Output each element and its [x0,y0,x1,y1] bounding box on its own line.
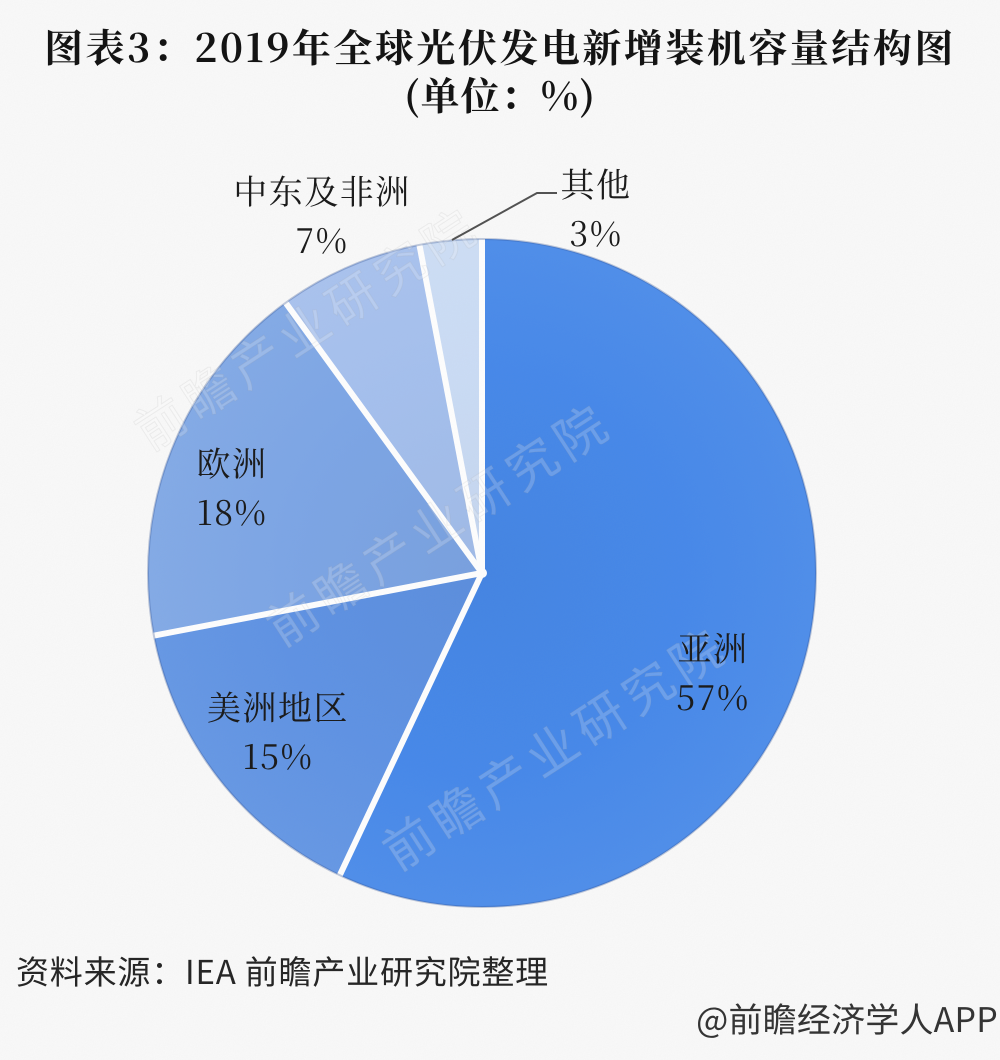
source-note: 资料来源：IEA 前瞻产业研究院整理 [16,946,549,994]
corner-watermark: @前瞻经济学人APP [696,993,998,1042]
slice-label-americas-percent: 15% [242,730,314,779]
slice-label-other-name: 其他 [560,158,632,207]
slice-label-mea: 中东及非洲 7% [233,165,411,263]
slice-label-americas: 美洲地区 15% [207,681,349,779]
chart-title-line1: 图表3：2019年全球光伏发电新增装机容量结构图 [44,18,956,74]
slice-label-mea-name: 中东及非洲 [233,165,411,214]
slice-label-americas-name: 美洲地区 [207,681,349,730]
slice-label-other-percent: 3% [569,207,623,256]
slice-label-mea-percent: 7% [295,214,349,263]
chart-title: 图表3：2019年全球光伏发电新增装机容量结构图 (单位：%) [0,24,1000,116]
pie-center-dot [477,568,487,578]
slice-label-europe: 欧洲 18% [197,437,268,535]
slice-label-asia-percent: 57% [676,671,750,720]
slice-label-asia-name: 亚洲 [677,622,749,671]
slice-label-europe-percent: 18% [196,486,268,535]
slice-label-asia: 亚洲 57% [676,622,750,720]
slice-label-europe-name: 欧洲 [196,437,268,486]
chart-title-line2: (单位：%) [404,66,596,122]
slice-label-other: 其他 3% [561,158,632,256]
